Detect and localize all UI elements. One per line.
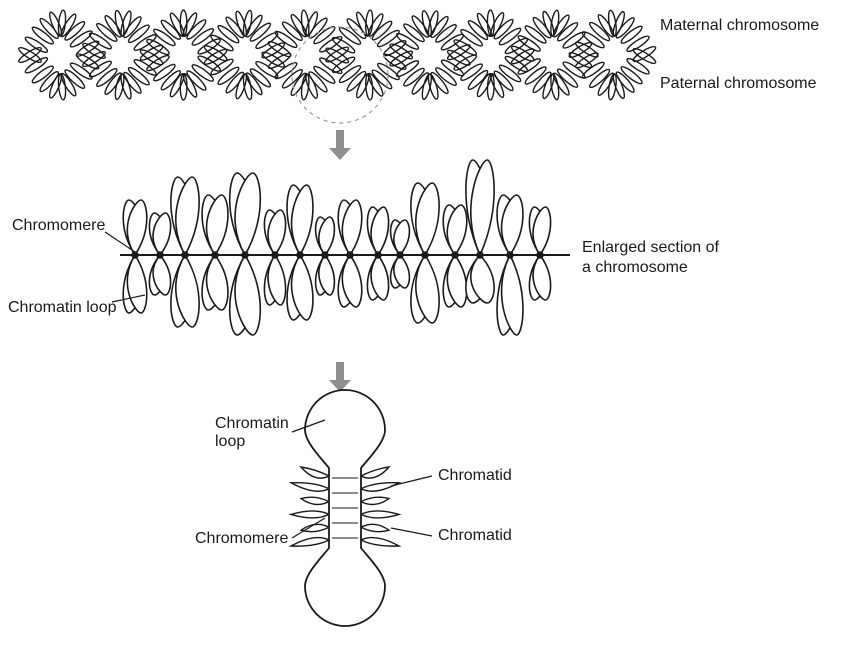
label-chromomere-mid: Chromomere — [12, 217, 105, 234]
label-detail-chromatid-2: Chromatid — [438, 527, 512, 544]
arrow-down-1 — [329, 362, 351, 392]
label-enlarged-2: a chromosome — [582, 259, 688, 276]
label-detail-chromatin-1: Chromatin — [215, 415, 289, 432]
label-detail-chromatid-1: Chromatid — [438, 467, 512, 484]
arrow-down-0 — [329, 130, 351, 160]
label-chromatin-loop-mid: Chromatin loop — [8, 299, 117, 316]
label-enlarged-1: Enlarged section of — [582, 239, 720, 256]
label-maternal: Maternal chromosome — [660, 17, 819, 34]
chromomere-detail — [291, 390, 432, 626]
label-detail-chromomere: Chromomere — [195, 530, 288, 547]
top-chromosome-pair — [17, 10, 657, 123]
label-detail-chromatin-2: loop — [215, 433, 245, 450]
label-paternal: Paternal chromosome — [660, 75, 817, 92]
enlarged-section — [105, 160, 570, 335]
